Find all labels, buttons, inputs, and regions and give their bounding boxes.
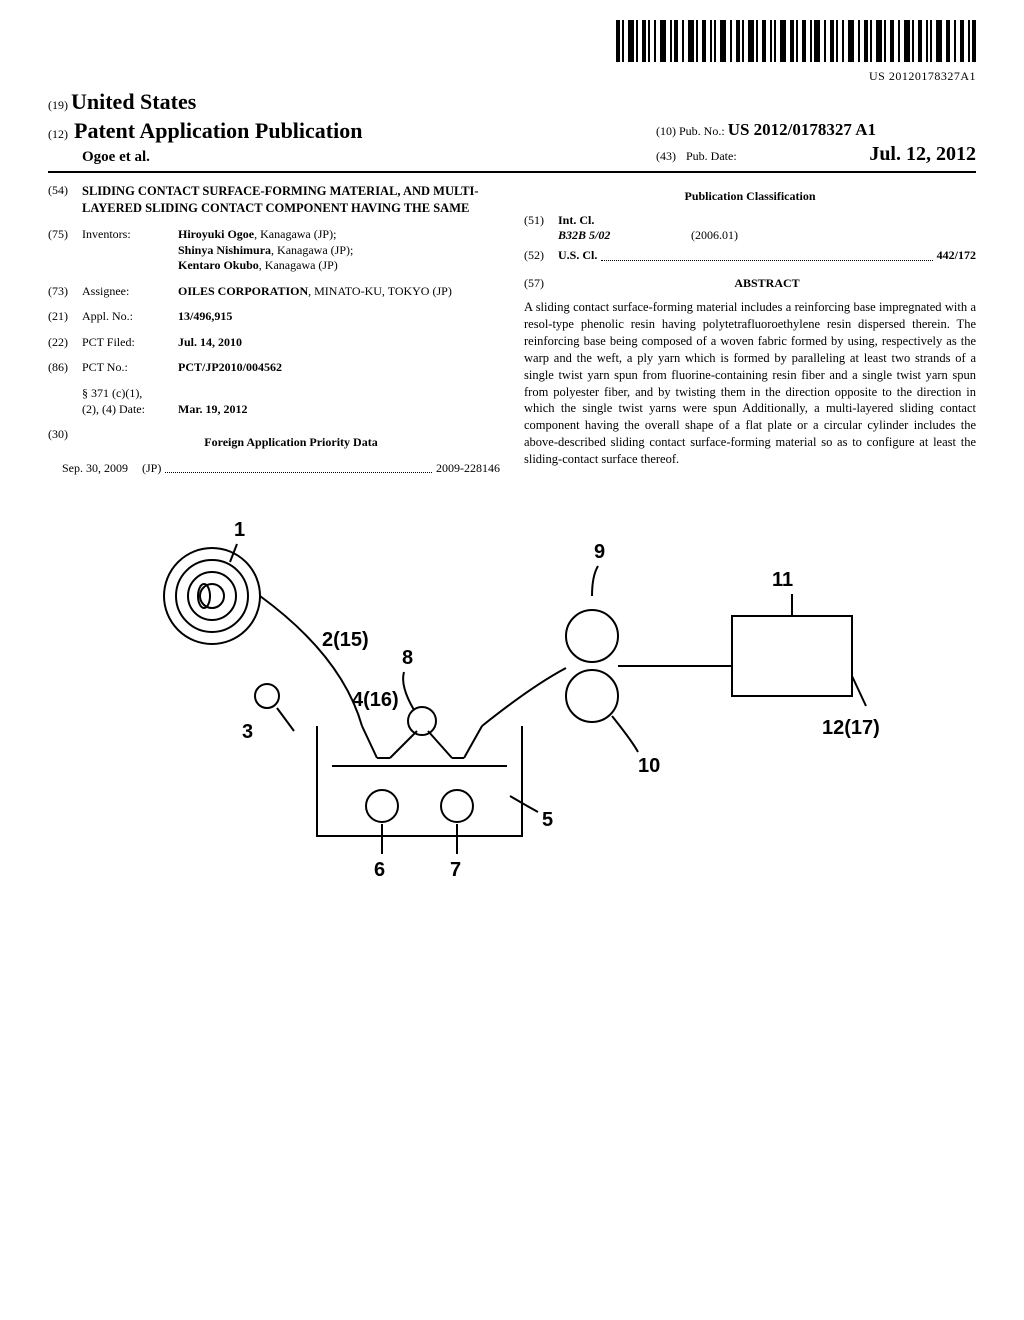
fig-label-4: 4(16) bbox=[352, 689, 399, 711]
field-foreign-priority: (30) Foreign Application Priority Data bbox=[48, 427, 500, 457]
num-75: (75) bbox=[48, 227, 82, 274]
country-line: (19) United States bbox=[48, 88, 362, 117]
field-appl-no: (21) Appl. No.: 13/496,915 bbox=[48, 309, 500, 325]
fig-label-9: 9 bbox=[594, 541, 605, 563]
inventor-3-loc: , Kanagawa (JP) bbox=[259, 258, 338, 272]
fig-label-1: 1 bbox=[234, 519, 245, 541]
field-inventors: (75) Inventors: Hiroyuki Ogoe, Kanagawa … bbox=[48, 227, 500, 274]
foreign-date: Sep. 30, 2009 bbox=[62, 461, 128, 477]
abstract-header: ABSTRACT bbox=[558, 276, 976, 292]
assignee-loc: , MINATO-KU, TOKYO (JP) bbox=[308, 284, 452, 298]
right-column: Publication Classification (51) Int. Cl.… bbox=[524, 183, 976, 476]
num-30: (30) bbox=[48, 427, 82, 457]
pub-number: US 2012/0178327 A1 bbox=[728, 120, 876, 139]
int-cl-date: (2006.01) bbox=[691, 228, 738, 242]
num-86: (86) bbox=[48, 360, 82, 376]
dots-icon bbox=[165, 461, 432, 474]
num-51: (51) bbox=[524, 213, 558, 244]
pub-type-line: (12) Patent Application Publication bbox=[48, 117, 362, 146]
label-371-b: (2), (4) Date: bbox=[82, 402, 178, 418]
pct-no: PCT/JP2010/004562 bbox=[178, 360, 282, 374]
label-us-cl: U.S. Cl. bbox=[558, 248, 597, 264]
barcode-block: US 20120178327A1 bbox=[48, 20, 976, 84]
inventor-2: Shinya Nishimura bbox=[178, 243, 271, 257]
label-pct-no: PCT No.: bbox=[82, 360, 178, 376]
dots-icon bbox=[601, 248, 932, 261]
authors-line: Ogoe et al. bbox=[48, 148, 362, 168]
pubdate-label: Pub. Date: bbox=[686, 149, 737, 165]
pub-date-line: (43) Pub. Date: Jul. 12, 2012 bbox=[656, 141, 976, 167]
num-21: (21) bbox=[48, 309, 82, 325]
inventor-3: Kentaro Okubo bbox=[178, 258, 259, 272]
left-column: (54) SLIDING CONTACT SURFACE-FORMING MAT… bbox=[48, 183, 500, 476]
field-pct-filed: (22) PCT Filed: Jul. 14, 2010 bbox=[48, 335, 500, 351]
fig-label-7: 7 bbox=[450, 859, 461, 881]
label-pct-filed: PCT Filed: bbox=[82, 335, 178, 351]
inventors-list: Hiroyuki Ogoe, Kanagawa (JP); Shinya Nis… bbox=[178, 227, 500, 274]
num-22: (22) bbox=[48, 335, 82, 351]
assignee-name: OILES CORPORATION bbox=[178, 284, 308, 298]
fig-label-5: 5 bbox=[542, 809, 553, 831]
invention-title: SLIDING CONTACT SURFACE-FORMING MATERIAL… bbox=[82, 183, 500, 217]
num-52: (52) bbox=[524, 248, 558, 264]
int-cl-code: B32B 5/02 bbox=[558, 228, 688, 244]
assignee-value: OILES CORPORATION, MINATO-KU, TOKYO (JP) bbox=[178, 284, 500, 300]
fig-label-12: 12(17) bbox=[822, 717, 880, 739]
foreign-number: 2009-228146 bbox=[436, 461, 500, 477]
fig-label-2: 2(15) bbox=[322, 629, 369, 651]
pubclass-header: Publication Classification bbox=[524, 189, 976, 205]
pub-type: Patent Application Publication bbox=[74, 117, 362, 146]
field-int-cl: (51) Int. Cl. B32B 5/02 (2006.01) bbox=[524, 213, 976, 244]
pub-date: Jul. 12, 2012 bbox=[869, 141, 976, 167]
appl-no: 13/496,915 bbox=[178, 309, 232, 323]
pubno-label: Pub. No.: bbox=[679, 124, 725, 138]
inventor-2-loc: , Kanagawa (JP); bbox=[271, 243, 353, 257]
field-assignee: (73) Assignee: OILES CORPORATION, MINATO… bbox=[48, 284, 500, 300]
field-us-cl: (52) U.S. Cl. 442/172 bbox=[524, 248, 976, 264]
country-name: United States bbox=[71, 89, 196, 114]
inventor-1-loc: , Kanagawa (JP); bbox=[254, 227, 336, 241]
label-inventors: Inventors: bbox=[82, 227, 178, 274]
fig-label-11: 11 bbox=[772, 569, 793, 591]
num-57: (57) bbox=[524, 276, 558, 292]
field-pct-no: (86) PCT No.: PCT/JP2010/004562 bbox=[48, 360, 500, 376]
pct-filed: Jul. 14, 2010 bbox=[178, 335, 242, 349]
abstract-header-row: (57) ABSTRACT bbox=[524, 276, 976, 296]
label-int-cl: Int. Cl. bbox=[558, 213, 594, 227]
barcode-graphic bbox=[616, 20, 976, 67]
pub-number-line: (10) Pub. No.: US 2012/0178327 A1 bbox=[656, 119, 976, 141]
field-371-date: § 371 (c)(1), (2), (4) Date: Mar. 19, 20… bbox=[82, 386, 500, 417]
fig-label-6: 6 bbox=[374, 859, 385, 881]
prefix-43: (43) bbox=[656, 149, 676, 165]
publication-header: (19) United States (12) Patent Applicati… bbox=[48, 88, 976, 173]
num-54: (54) bbox=[48, 183, 82, 217]
num-73: (73) bbox=[48, 284, 82, 300]
prefix-19: (19) bbox=[48, 98, 68, 112]
prefix-12: (12) bbox=[48, 127, 68, 143]
barcode-caption: US 20120178327A1 bbox=[48, 69, 976, 85]
abstract-text: A sliding contact surface-forming materi… bbox=[524, 299, 976, 468]
label-assignee: Assignee: bbox=[82, 284, 178, 300]
date-371: Mar. 19, 2012 bbox=[178, 402, 248, 416]
fig-label-10: 10 bbox=[638, 755, 660, 777]
inventor-1: Hiroyuki Ogoe bbox=[178, 227, 254, 241]
label-371-a: § 371 (c)(1), bbox=[82, 386, 178, 402]
field-title: (54) SLIDING CONTACT SURFACE-FORMING MAT… bbox=[48, 183, 500, 217]
prefix-10: (10) bbox=[656, 124, 676, 138]
foreign-priority-row: Sep. 30, 2009 (JP) 2009-228146 bbox=[48, 461, 500, 477]
fig-label-3: 3 bbox=[242, 721, 253, 743]
patent-figure: 1 2(15) 3 4(16) 5 6 7 8 9 10 11 12(17) bbox=[48, 506, 976, 886]
foreign-country: (JP) bbox=[142, 461, 161, 477]
fig-label-8: 8 bbox=[402, 647, 413, 669]
foreign-priority-header: Foreign Application Priority Data bbox=[82, 435, 500, 451]
us-cl-code: 442/172 bbox=[937, 248, 976, 264]
label-appl-no: Appl. No.: bbox=[82, 309, 178, 325]
